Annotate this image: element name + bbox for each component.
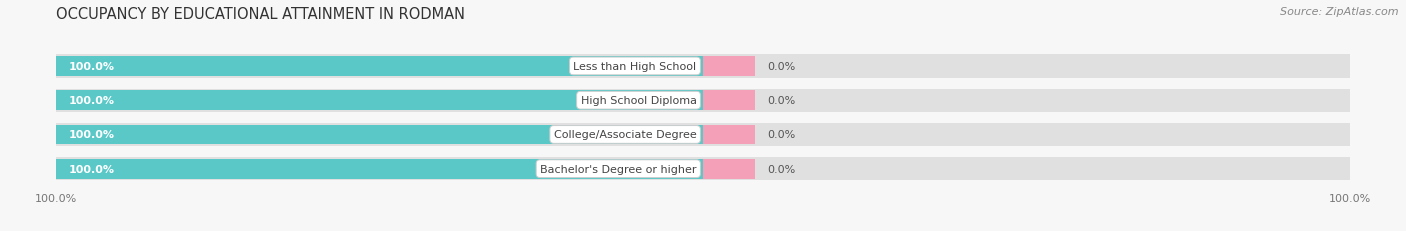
Bar bbox=[56, 125, 703, 145]
Text: 100.0%: 100.0% bbox=[69, 96, 115, 106]
Text: 0.0%: 0.0% bbox=[768, 62, 796, 72]
Text: College/Associate Degree: College/Associate Degree bbox=[554, 130, 696, 140]
Text: 100.0%: 100.0% bbox=[69, 164, 115, 174]
Bar bbox=[56, 123, 1350, 146]
Bar bbox=[56, 157, 1350, 181]
Bar bbox=[56, 57, 703, 76]
Text: 100.0%: 100.0% bbox=[69, 62, 115, 72]
Text: Bachelor's Degree or higher: Bachelor's Degree or higher bbox=[540, 164, 696, 174]
Text: 0.0%: 0.0% bbox=[768, 164, 796, 174]
Text: OCCUPANCY BY EDUCATIONAL ATTAINMENT IN RODMAN: OCCUPANCY BY EDUCATIONAL ATTAINMENT IN R… bbox=[56, 7, 465, 22]
Text: Source: ZipAtlas.com: Source: ZipAtlas.com bbox=[1281, 7, 1399, 17]
Text: High School Diploma: High School Diploma bbox=[581, 96, 696, 106]
Bar bbox=[56, 91, 703, 111]
Text: 100.0%: 100.0% bbox=[69, 130, 115, 140]
Bar bbox=[703, 57, 755, 76]
Text: 0.0%: 0.0% bbox=[768, 130, 796, 140]
Text: 0.0%: 0.0% bbox=[768, 96, 796, 106]
Bar bbox=[56, 159, 703, 179]
Bar bbox=[56, 89, 1350, 112]
Bar bbox=[56, 55, 1350, 78]
Bar bbox=[703, 91, 755, 111]
Text: Less than High School: Less than High School bbox=[574, 62, 696, 72]
Bar bbox=[703, 159, 755, 179]
Bar bbox=[703, 125, 755, 145]
